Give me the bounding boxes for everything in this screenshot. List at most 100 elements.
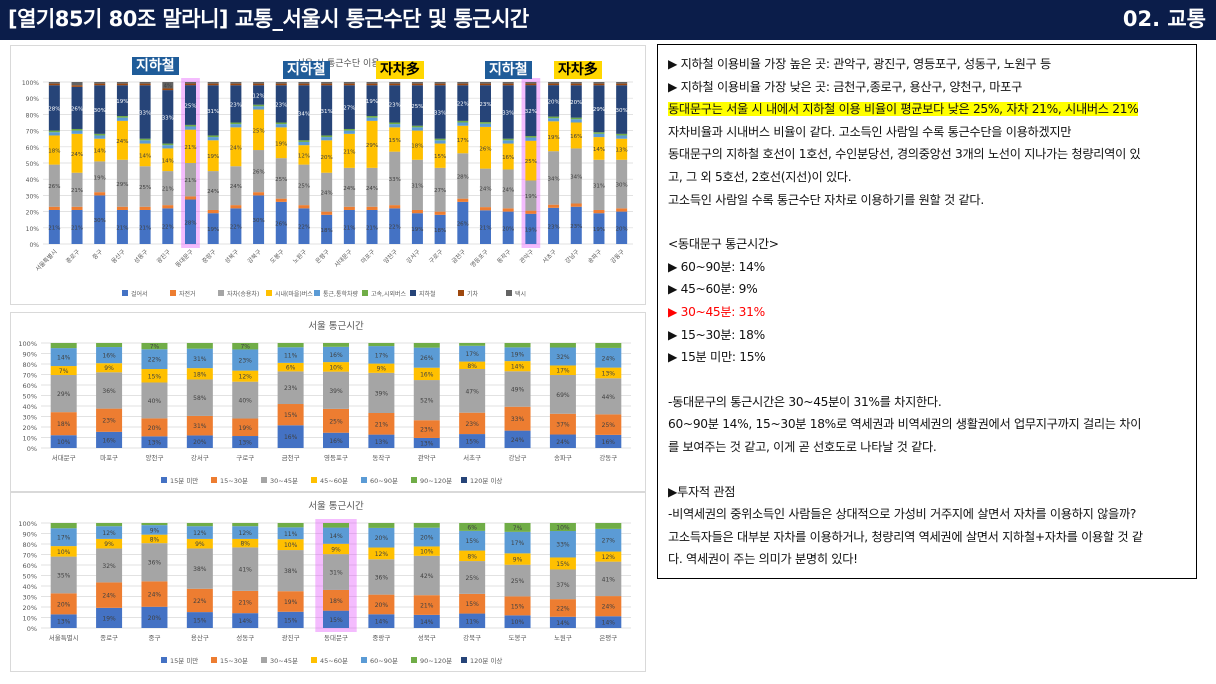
data-label: 23% [230, 102, 242, 108]
category-label: 성북구 [223, 247, 241, 265]
legend-label: 지하철 [419, 290, 436, 298]
bar-segment [50, 546, 77, 557]
bar-segment [321, 135, 333, 138]
data-label: 40% [239, 398, 253, 405]
category-label: 은평구 [599, 633, 617, 642]
bar-segment [116, 85, 128, 117]
bar-segment [366, 82, 378, 84]
bar-segment [71, 209, 83, 244]
bar-segment [323, 346, 349, 363]
bar-segment [549, 569, 576, 600]
bar-segment [48, 83, 60, 86]
data-label: 24% [148, 592, 162, 599]
bar-segment [185, 85, 196, 125]
bar-segment [185, 82, 196, 84]
category-label: 관악구 [418, 453, 436, 462]
bar-segment [139, 166, 151, 207]
bar-segment [277, 539, 304, 551]
bar-segment [593, 83, 605, 86]
data-label: 11% [284, 353, 298, 360]
data-label: 21% [48, 225, 60, 231]
bar-segment [94, 135, 106, 139]
tag-subway-1: 지하철 [132, 57, 179, 75]
bar-segment [525, 140, 537, 181]
bar-segment [502, 211, 514, 244]
category-label: 강서구 [404, 247, 422, 265]
legend-swatch [261, 477, 267, 483]
data-label: 33% [162, 115, 174, 121]
data-label: 22% [298, 225, 310, 231]
data-label: 33% [502, 110, 514, 116]
bar-segment [595, 434, 622, 448]
bar-segment [96, 343, 123, 348]
bar-segment [434, 211, 446, 215]
data-label: 23% [570, 224, 582, 230]
text-line-5: 동대문구의 지하철 호선이 1호선, 수인분당선, 경의중앙선 3개의 노선이 … [668, 147, 1141, 162]
bar-segment [549, 343, 576, 348]
bar-segment [323, 432, 349, 448]
bar-segment [162, 82, 174, 89]
data-label: 27% [602, 538, 616, 545]
bar-segment [368, 343, 395, 347]
bar-segment [116, 117, 128, 121]
data-label: 24% [343, 186, 355, 192]
bar-segment [71, 133, 83, 173]
legend-swatch [461, 657, 467, 663]
bar-segment [298, 164, 310, 206]
data-label: 21% [71, 188, 83, 194]
bar-segment [207, 85, 219, 136]
data-label: 25% [511, 578, 525, 585]
text-line-14: ▶ 15분 미만: 15% [668, 350, 766, 365]
bar-segment [323, 362, 349, 372]
bar-segment [50, 412, 77, 436]
bar-segment [459, 593, 486, 614]
bar-segment [549, 599, 576, 617]
tag-subway-2: 지하철 [283, 61, 330, 79]
header-bar: [열기85기 80조 말라니] 교통_서울시 통근수단 및 통근시간 02. 교… [0, 0, 1216, 40]
bar-segment [343, 83, 355, 86]
bar-segment [139, 209, 151, 244]
bar-segment [343, 209, 355, 244]
data-label: 52% [420, 398, 434, 405]
legend-swatch [362, 290, 368, 296]
data-label: 19% [275, 141, 287, 147]
bar-segment [232, 381, 259, 419]
data-label: 34% [570, 174, 582, 180]
text-line-20: ▶투자적 관점 [668, 484, 736, 499]
legend-swatch [218, 290, 224, 296]
bar-segment [457, 83, 469, 86]
bar-segment [413, 555, 440, 596]
text-line-21: -비역세권의 중위소득인 사람들은 상대적으로 가성비 거주지에 살면서 자차를… [668, 507, 1137, 522]
bar-segment [413, 437, 440, 448]
data-label: 14% [556, 620, 570, 627]
bar-segment [116, 159, 128, 207]
commute-time-chart-1: 서울 통근시간 0% 10% 20% 30% 40% 50% 60% 70% 80% 90% 100%… [18, 321, 631, 485]
data-label: 39% [329, 388, 343, 395]
bar-segment [480, 168, 491, 208]
chart-panel-transport: 서울 시 통근수단 이용 0% 10% 20% 30% 40% 50% 60% 70% 80% 90… [10, 45, 646, 305]
data-label: 22% [148, 357, 162, 364]
bar-segment [298, 141, 310, 146]
data-label: 18% [329, 598, 343, 605]
data-label: 20% [148, 615, 162, 622]
bar-segment [230, 83, 242, 86]
bar-segment [389, 127, 401, 152]
bar-segment [480, 210, 491, 244]
data-label: 6% [467, 524, 477, 531]
data-label: 13% [616, 148, 628, 154]
bar-segment [593, 159, 605, 210]
bar-segment [230, 85, 242, 123]
bar-segment [343, 206, 355, 210]
data-label: 36% [375, 574, 389, 581]
bar-segment [186, 523, 213, 527]
data-label: 31% [321, 109, 333, 115]
data-label: 29% [116, 182, 128, 188]
data-label: 20% [420, 535, 434, 542]
data-label: 16% [570, 134, 582, 140]
legend-swatch [410, 290, 416, 296]
data-label: 7% [59, 368, 69, 375]
bar-segment [323, 554, 349, 590]
data-label: 19% [284, 599, 298, 606]
bar-segment [616, 211, 628, 244]
legend-swatch [361, 477, 367, 483]
